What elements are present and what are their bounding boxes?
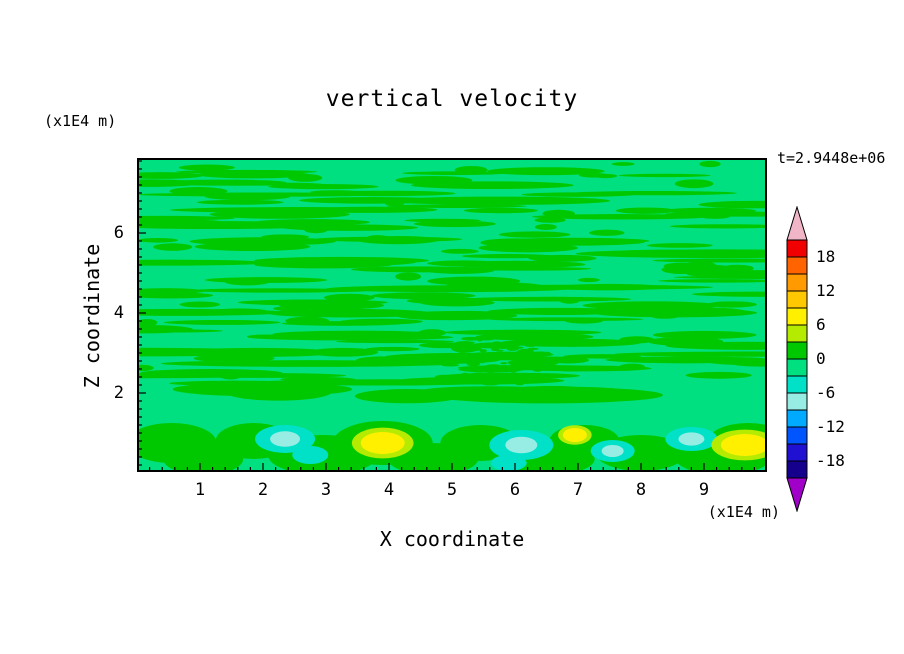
x-tick-label: 1 <box>194 480 206 500</box>
x-axis-unit-label: (x1E4 m) <box>707 503 780 521</box>
x-tick-label: 3 <box>320 480 332 500</box>
colorbar-label: 12 <box>816 281 836 300</box>
colorbar-segment <box>786 392 808 411</box>
colorbar-segment <box>786 256 808 275</box>
colorbar-segment <box>786 443 808 462</box>
x-tick-label: 6 <box>509 480 521 500</box>
colorbar-segment <box>786 290 808 309</box>
x-tick-label: 4 <box>383 480 395 500</box>
x-tick-label: 7 <box>572 480 584 500</box>
contour-plot-area <box>137 158 767 472</box>
colorbar-segment <box>786 358 808 377</box>
colorbar-label: -18 <box>816 451 845 470</box>
colorbar-segment <box>786 375 808 394</box>
colorbar-segment <box>786 239 808 258</box>
colorbar-label: -6 <box>816 383 836 402</box>
colorbar-segment <box>786 426 808 445</box>
colorbar-segment <box>786 324 808 343</box>
x-tick-label: 2 <box>257 480 269 500</box>
colorbar <box>785 205 809 513</box>
colorbar-segment <box>786 273 808 292</box>
colorbar-segment <box>786 307 808 326</box>
colorbar-label: 6 <box>816 315 826 334</box>
plot-title: vertical velocity <box>325 86 579 112</box>
colorbar-segment <box>786 460 808 479</box>
x-tick-label: 9 <box>698 480 710 500</box>
colorbar-label: 18 <box>816 247 836 266</box>
colorbar-label: 0 <box>816 349 826 368</box>
colorbar-under-arrow <box>786 477 808 513</box>
contour-plot-svg <box>137 158 767 472</box>
z-axis-title: Z coordinate <box>80 243 104 389</box>
colorbar-over-arrow <box>786 205 808 241</box>
contour-field <box>137 158 767 472</box>
x-tick-label: 5 <box>446 480 458 500</box>
timestamp-label: t=2.9448e+06 <box>777 149 886 167</box>
x-tick-label: 8 <box>635 480 647 500</box>
colorbar-svg <box>786 205 808 513</box>
z-axis-unit-label: (x1E4 m) <box>44 112 117 130</box>
colorbar-segment <box>786 341 808 360</box>
colorbar-label: -12 <box>816 417 845 436</box>
colorbar-segment <box>786 409 808 428</box>
x-axis-title: X coordinate <box>379 527 525 551</box>
plot-frame <box>137 158 767 472</box>
